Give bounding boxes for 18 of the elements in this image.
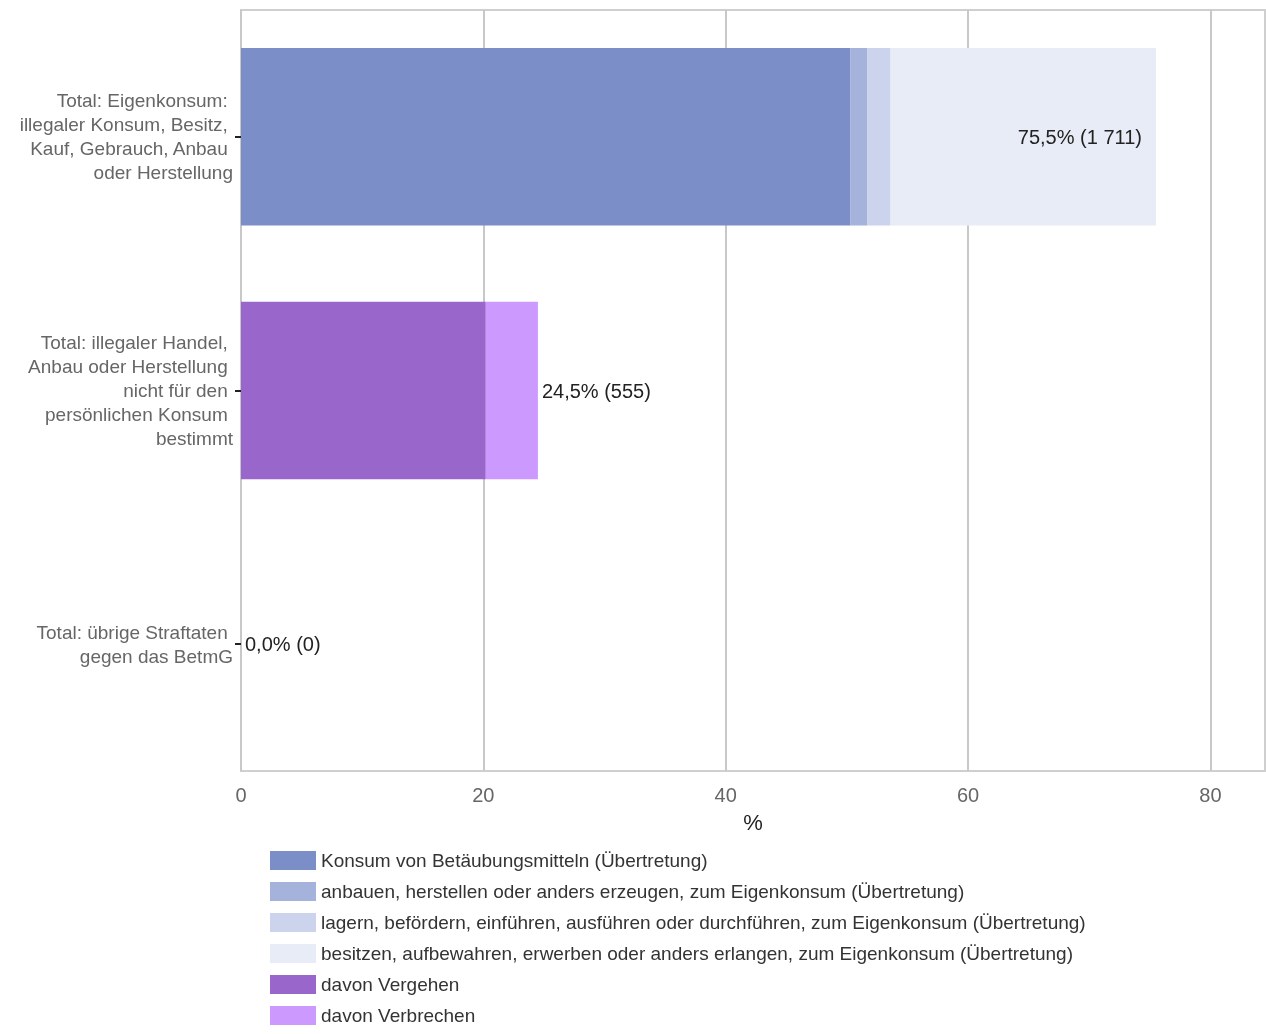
legend-label: Konsum von Betäubungsmitteln (Übertretung): [321, 850, 708, 871]
legend-label: davon Vergehen: [321, 974, 460, 995]
total-label: 75,5% (1 711): [1017, 125, 1142, 148]
y-tick-label: Total: übrige Straftaten gegen das BetmG: [36, 621, 233, 667]
x-tick-label: 0: [235, 784, 247, 806]
x-tick-label: 80: [1199, 784, 1222, 806]
x-tick-label: 20: [472, 784, 495, 806]
x-tick-label: 40: [714, 784, 737, 806]
legend-label: davon Verbrechen: [321, 1005, 476, 1026]
text: 0,0% (0): [245, 633, 321, 656]
y-tick-label: Total: illegaler Handel, Anbau oder Herstellung nicht für den persönlichen Konsum bestimmt: [28, 332, 234, 449]
legend-label: besitzen, aufbewahren, erwerben oder anders erlangen, zum Eigenkonsum (Übertretung): [321, 943, 1073, 964]
y-tick-label: Total: Eigenkonsum: illegaler Konsum, Besitz, Kauf, Gebrauch, Anbau oder Herstellung: [19, 90, 233, 184]
legend-label: anbauen, herstellen oder anders erzeugen, zum Eigenkonsum (Übertretung): [321, 881, 965, 902]
legend-label: lagern, befördern, einführen, ausführen oder durchführen, zum Eigenkonsum (Übertretung): [321, 912, 1086, 933]
x-tick-label: 60: [956, 784, 980, 806]
total-label: 24,5% (555): [541, 379, 651, 402]
x-axis-title: %: [743, 809, 763, 835]
